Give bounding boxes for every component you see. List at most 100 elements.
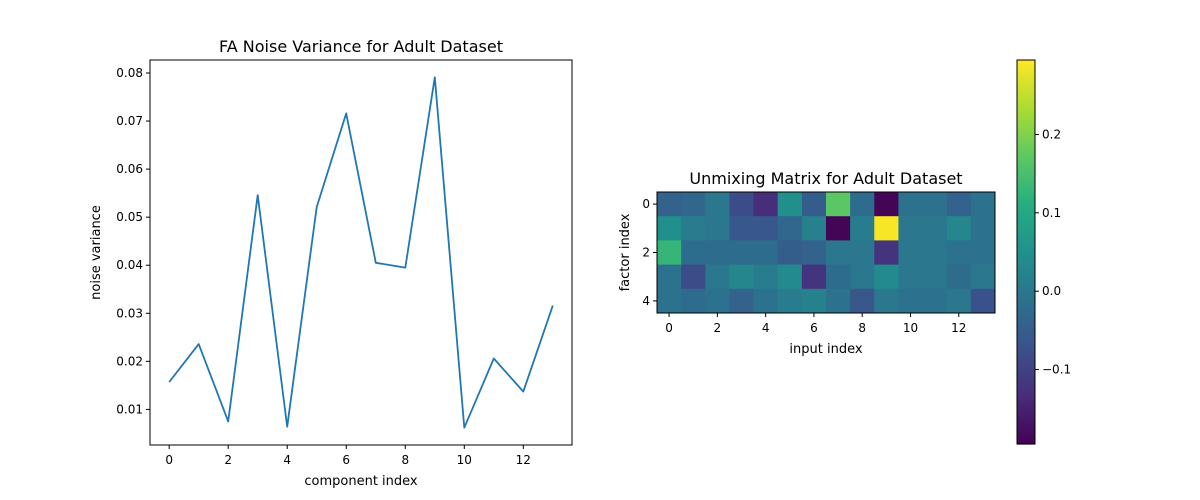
colorbar-strip [1017, 244, 1035, 249]
heatmap-cell [777, 192, 803, 217]
colorbar-strip [1017, 352, 1035, 357]
chart1-title: FA Noise Variance for Adult Dataset [219, 37, 503, 56]
chart2-title: Unmixing Matrix for Adult Dataset [689, 169, 962, 188]
chart1-series-line [168, 76, 554, 429]
heatmap-cell [826, 264, 851, 290]
colorbar-strip [1017, 380, 1035, 385]
chart2-xtick-label: 10 [903, 321, 918, 335]
colorbar-strip [1017, 152, 1035, 157]
colorbar-strip [1017, 364, 1035, 369]
colorbar-strip [1017, 420, 1035, 425]
chart2-xtick-label: 8 [858, 321, 866, 335]
colorbar-tick-label: 0.2 [1042, 127, 1061, 141]
colorbar-strip [1017, 232, 1035, 237]
heatmap-cell [850, 264, 875, 290]
colorbar-strip [1017, 440, 1035, 445]
colorbar-strip [1017, 64, 1035, 69]
heatmap-cell [681, 192, 706, 217]
unmixing-matrix-heatmap: Unmixing Matrix for Adult Dataset 0 2 4 6 8 1… [618, 169, 996, 357]
heatmap-cell [705, 216, 730, 241]
heatmap-cell [850, 288, 875, 314]
heatmap-cell [729, 216, 754, 241]
chart1-xtick-label: 12 [516, 453, 531, 467]
chart2-xlabel: input index [789, 342, 862, 357]
chart2-ylabel: factor index [618, 213, 633, 291]
colorbar-strip [1017, 104, 1035, 109]
colorbar-strip [1017, 404, 1035, 409]
colorbar-strip [1017, 192, 1035, 197]
colorbar-strip [1017, 84, 1035, 89]
heatmap-cell [874, 288, 899, 314]
colorbar-strip [1017, 164, 1035, 169]
heatmap-cell [753, 216, 779, 241]
chart1-xtick-label: 0 [165, 453, 173, 467]
chart2-xtick-label: 6 [810, 321, 818, 335]
colorbar-strip [1017, 148, 1035, 153]
colorbar-strip [1017, 224, 1035, 229]
heatmap-cell [946, 240, 972, 265]
heatmap-cell [946, 264, 972, 290]
heatmap-cell [826, 216, 851, 241]
colorbar-strip [1017, 424, 1035, 429]
colorbar-strip [1017, 176, 1035, 181]
colorbar-strip [1017, 156, 1035, 161]
colorbar-strip [1017, 376, 1035, 381]
heatmap-cell [681, 240, 706, 265]
colorbar-strip [1017, 80, 1035, 85]
heatmap-cell [874, 216, 899, 241]
colorbar-strip [1017, 132, 1035, 137]
heatmap-cell [753, 192, 779, 217]
colorbar-strip [1017, 308, 1035, 313]
colorbar-strip [1017, 252, 1035, 257]
chart1-plot-frame [149, 59, 573, 446]
colorbar-tick-label: −0.1 [1042, 363, 1071, 377]
heatmap-cell [922, 240, 948, 265]
chart1-ticks: 0 2 4 6 8 10 12 0.01 0.02 0.03 0.04 0.05 0.06 0.07 0.0… [116, 66, 531, 467]
chart2-ytick-label: 0 [642, 197, 650, 211]
colorbar-strip [1017, 360, 1035, 365]
colorbar-strip [1017, 108, 1035, 113]
heatmap-cell [850, 216, 875, 241]
colorbar-strip [1017, 400, 1035, 405]
heatmap-cell [946, 288, 972, 314]
colorbar-strip [1017, 344, 1035, 349]
heatmap-cell [922, 264, 948, 290]
colorbar-strip [1017, 120, 1035, 125]
colorbar-tick-label: 0.0 [1042, 284, 1061, 298]
colorbar-strip [1017, 300, 1035, 305]
heatmap-cell [705, 240, 730, 265]
chart1-ytick-label: 0.05 [116, 210, 143, 224]
heatmap-cell [850, 240, 875, 265]
heatmap-cell [898, 264, 923, 290]
heatmap-cell [826, 288, 851, 314]
heatmap-cell [729, 240, 754, 265]
heatmap-cell [874, 264, 899, 290]
chart1-ytick-label: 0.08 [116, 66, 143, 80]
heatmap-cell [898, 192, 923, 217]
chart1-xlabel: component index [304, 474, 418, 489]
colorbar-strip [1017, 312, 1035, 317]
colorbar-strip [1017, 196, 1035, 201]
heatmap-cell [777, 240, 803, 265]
colorbar-strip [1017, 260, 1035, 265]
colorbar-strip [1017, 116, 1035, 121]
colorbar-ticks: −0.1 0.0 0.1 0.2 [1035, 127, 1071, 377]
heatmap-cell [729, 264, 754, 290]
colorbar-strip [1017, 432, 1035, 437]
colorbar-strip [1017, 316, 1035, 321]
heatmap-cell [753, 240, 779, 265]
heatmap-cell [946, 216, 972, 241]
heatmap-cell [850, 192, 875, 217]
colorbar-strip [1017, 168, 1035, 173]
heatmap-cell [705, 264, 730, 290]
chart2-xtick-label: 4 [762, 321, 770, 335]
colorbar-strip [1017, 336, 1035, 341]
chart1-ylabel: noise variance [89, 205, 104, 300]
colorbar-strip [1017, 216, 1035, 221]
heatmap-cell [681, 288, 706, 314]
heatmap-cell [801, 264, 827, 290]
colorbar-strip [1017, 92, 1035, 97]
heatmap-cell [705, 288, 730, 314]
colorbar-strip [1017, 328, 1035, 333]
heatmap-cell [826, 192, 851, 217]
